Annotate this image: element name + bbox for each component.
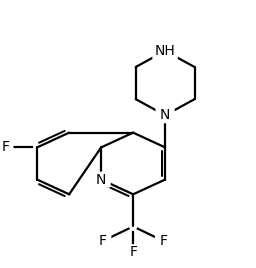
- Text: N: N: [160, 108, 170, 122]
- Text: NH: NH: [155, 44, 176, 58]
- Text: F: F: [98, 234, 106, 248]
- FancyBboxPatch shape: [0, 140, 14, 155]
- FancyBboxPatch shape: [92, 172, 111, 188]
- Text: F: F: [1, 140, 9, 154]
- FancyBboxPatch shape: [152, 42, 178, 59]
- FancyBboxPatch shape: [124, 244, 142, 260]
- Text: N: N: [96, 173, 106, 187]
- Text: F: F: [160, 234, 168, 248]
- FancyBboxPatch shape: [93, 233, 111, 249]
- Text: F: F: [129, 245, 137, 259]
- FancyBboxPatch shape: [156, 107, 175, 123]
- FancyBboxPatch shape: [155, 233, 173, 249]
